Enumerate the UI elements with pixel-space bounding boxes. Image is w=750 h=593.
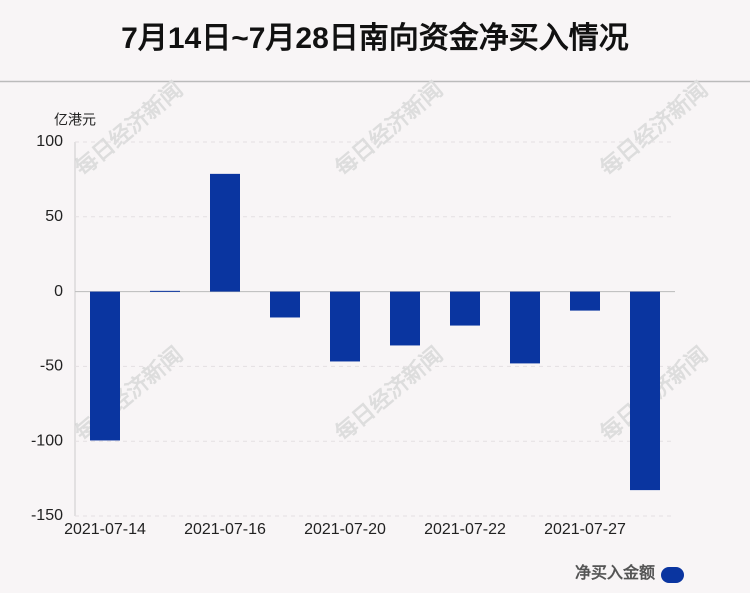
x-tick-label: 2021-07-27	[544, 521, 626, 538]
bar	[270, 291, 300, 318]
x-tick-label: 2021-07-14	[64, 521, 146, 538]
x-tick-label: 2021-07-22	[424, 521, 506, 538]
y-axis-label: 亿港元	[54, 112, 96, 128]
y-tick-label: -100	[31, 432, 63, 449]
bar	[90, 291, 120, 441]
bar	[570, 291, 600, 311]
bar	[630, 291, 660, 491]
bar	[390, 291, 420, 346]
bar	[150, 290, 180, 292]
bar	[510, 291, 540, 364]
bar	[450, 291, 480, 326]
x-tick-label: 2021-07-16	[184, 521, 266, 538]
bar	[210, 173, 240, 292]
bar	[330, 291, 360, 362]
legend-label: 净买入金额	[575, 563, 655, 582]
y-tick-label: 0	[54, 283, 63, 300]
y-tick-label: 100	[36, 133, 63, 150]
chart-title: 7月14日~7月28日南向资金净买入情况	[121, 21, 629, 55]
y-tick-label: 50	[45, 208, 63, 225]
x-tick-label: 2021-07-20	[304, 521, 386, 538]
y-tick-label: -150	[31, 507, 63, 524]
y-tick-label: -50	[40, 358, 63, 375]
legend-swatch	[661, 567, 684, 583]
